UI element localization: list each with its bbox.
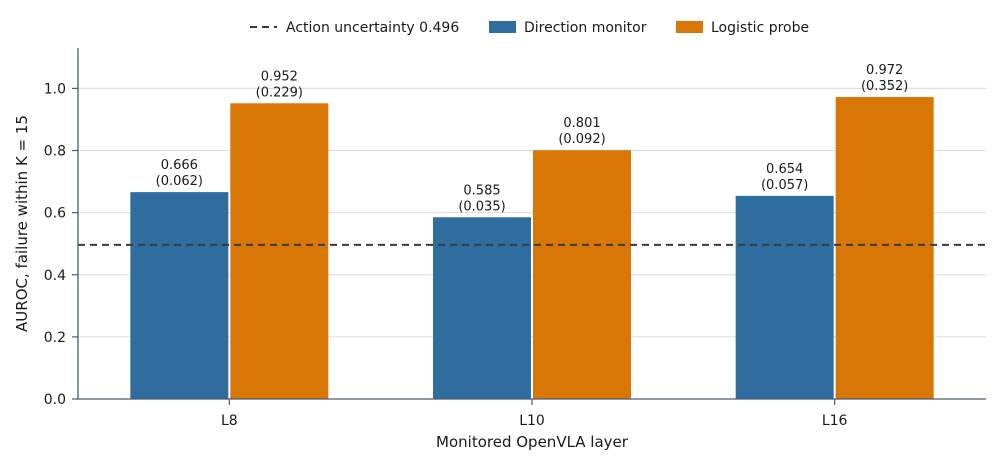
y-axis-title: AUROC, failure within K = 15	[13, 115, 31, 332]
legend: Action uncertainty 0.496 Direction monito…	[250, 20, 809, 36]
data-label-std: (0.057)	[761, 178, 808, 193]
data-label-value: 0.952	[261, 69, 298, 84]
bar-direction-monitor-l10	[433, 217, 531, 399]
x-tick-labels: L8 L10 L16	[221, 399, 848, 429]
legend-label-reference: Action uncertainty 0.496	[286, 20, 459, 36]
data-label-std: (0.035)	[458, 199, 505, 214]
y-tick-labels: 0.0 0.2 0.4 0.6 0.8 1.0	[44, 81, 78, 408]
bar-logistic-probe-l16	[835, 97, 934, 399]
y-tick-label: 0.6	[44, 206, 66, 222]
y-tick-label: 0.2	[44, 330, 66, 346]
x-tick-label: L10	[519, 413, 545, 429]
data-label-value: 0.654	[766, 162, 803, 177]
data-label-value: 0.972	[866, 63, 903, 78]
x-axis-title: Monitored OpenVLA layer	[436, 433, 629, 451]
y-tick-label: 1.0	[44, 81, 66, 97]
x-tick-label: L16	[822, 413, 848, 429]
bar-logistic-probe-l8	[230, 103, 329, 399]
data-label-std: (0.352)	[861, 79, 908, 94]
legend-label-direction-monitor: Direction monitor	[524, 20, 647, 36]
y-tick-label: 0.8	[44, 144, 66, 160]
data-label-std: (0.092)	[558, 132, 605, 147]
bars-group	[130, 97, 934, 399]
legend-swatch-direction-monitor	[489, 21, 516, 33]
data-label-std: (0.062)	[156, 174, 203, 189]
legend-swatch-logistic-probe	[676, 21, 703, 33]
x-tick-label: L8	[221, 413, 238, 429]
gridlines	[78, 87, 986, 338]
legend-label-logistic-probe: Logistic probe	[711, 20, 809, 36]
data-label-std: (0.229)	[256, 85, 303, 100]
data-label-value: 0.801	[563, 116, 600, 131]
data-label-value: 0.666	[161, 158, 198, 173]
data-labels: 0.666(0.062) 0.585(0.035) 0.654(0.057) 0.95…	[156, 63, 909, 214]
data-label-value: 0.585	[463, 183, 500, 198]
y-tick-label: 0.4	[44, 268, 66, 284]
y-tick-label: 0.0	[44, 392, 66, 408]
bar-direction-monitor-l16	[735, 195, 834, 399]
bar-direction-monitor-l8	[130, 192, 229, 399]
bar-logistic-probe-l10	[533, 150, 631, 399]
